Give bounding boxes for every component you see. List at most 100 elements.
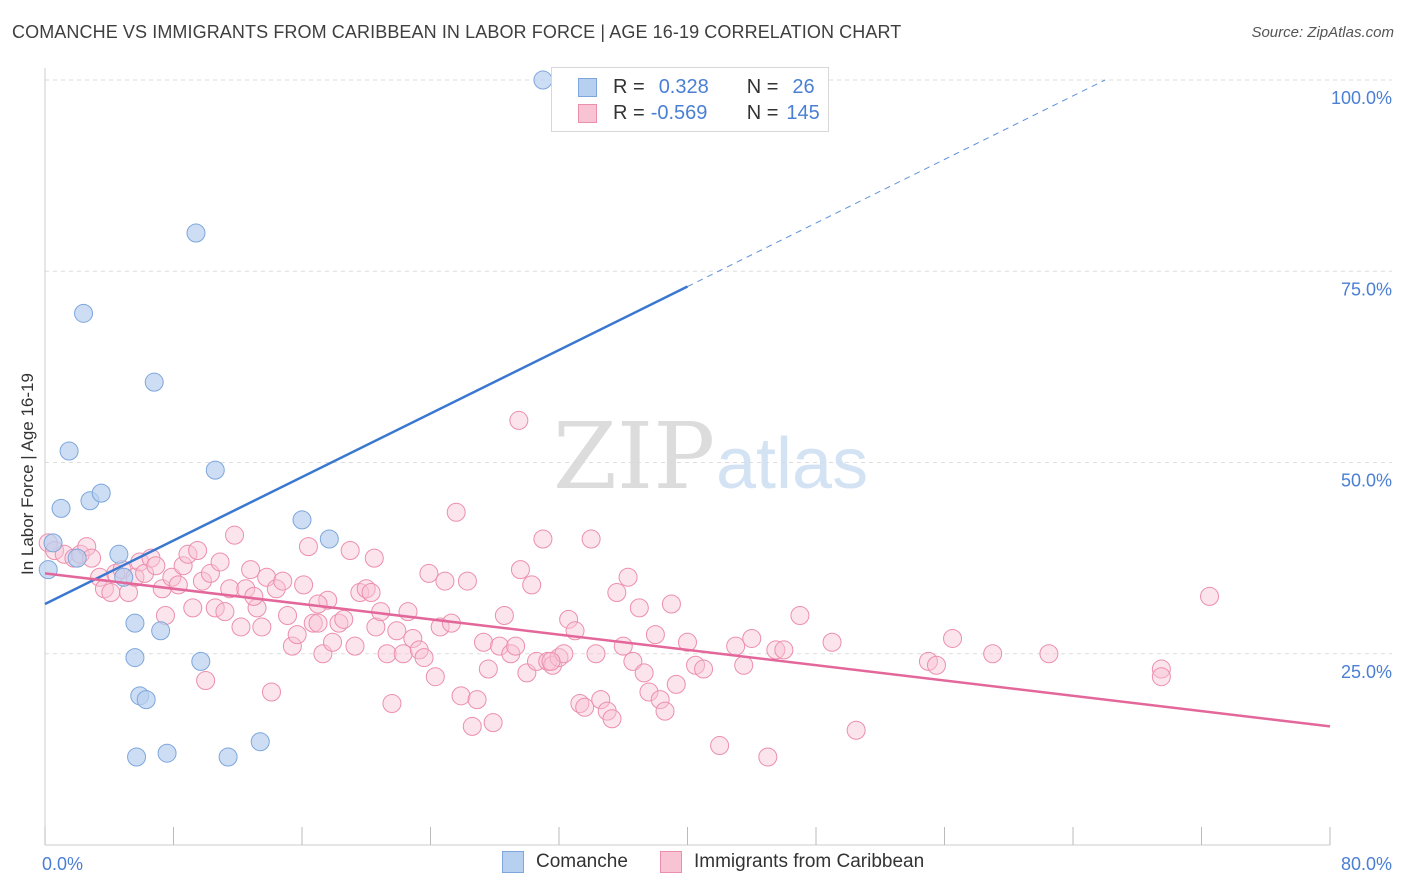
axes <box>44 68 1331 846</box>
data-point-caribbean <box>618 567 638 587</box>
data-point-comanche <box>43 533 63 553</box>
data-point-caribbean <box>178 544 198 564</box>
data-point-caribbean <box>387 621 407 641</box>
data-point-caribbean <box>483 713 503 733</box>
data-point-caribbean <box>742 628 762 648</box>
data-point-caribbean <box>425 667 445 687</box>
data-point-comanche <box>186 223 206 243</box>
data-point-caribbean <box>494 606 514 625</box>
legend-n-value: 145 <box>786 101 820 124</box>
data-point-caribbean <box>1151 667 1171 687</box>
data-point-caribbean <box>278 606 298 625</box>
data-point-caribbean <box>650 690 670 710</box>
data-point-caribbean <box>308 613 328 633</box>
legend-r-value: 0.328 <box>658 75 709 98</box>
data-point-caribbean <box>188 540 208 560</box>
legend-swatch-comanche <box>578 77 597 97</box>
legend-swatch-caribbean <box>660 851 682 873</box>
y-tick-label: 25.0% <box>1341 662 1392 682</box>
trend-line-comanche-extension <box>687 79 1106 287</box>
data-point-caribbean <box>334 609 354 629</box>
y-tick-label: 100.0% <box>1331 88 1392 108</box>
data-point-caribbean <box>575 697 595 717</box>
data-point-caribbean <box>666 674 686 694</box>
x-tick-label: 80.0% <box>1341 854 1392 874</box>
correlation-legend: R = 0.328 N = 26 R = -0.569 N = 145 <box>551 67 829 132</box>
data-point-caribbean <box>943 628 963 648</box>
data-point-comanche <box>38 560 58 580</box>
data-point-caribbean <box>467 690 487 710</box>
data-point-caribbean <box>478 659 498 679</box>
legend-n-value: 26 <box>792 75 815 98</box>
data-point-caribbean <box>192 571 212 591</box>
data-point-caribbean <box>586 644 606 664</box>
data-point-comanche <box>205 460 225 480</box>
legend-label-comanche: Comanche <box>536 851 628 872</box>
data-point-caribbean <box>457 571 477 591</box>
y-axis-label: In Labor Force | Age 16-19 <box>18 373 37 575</box>
data-point-comanche <box>91 483 111 503</box>
data-point-caribbean <box>655 701 675 721</box>
data-point-caribbean <box>446 502 466 522</box>
data-point-caribbean <box>822 632 842 652</box>
data-point-caribbean <box>323 632 343 652</box>
data-point-caribbean <box>231 617 251 637</box>
legend-item-comanche[interactable]: Comanche <box>502 851 628 873</box>
legend-swatch-caribbean <box>578 103 597 123</box>
legend-item-caribbean[interactable]: Immigrants from Caribbean <box>660 851 924 873</box>
data-point-caribbean <box>414 648 434 668</box>
trend-line-caribbean <box>44 572 1331 728</box>
data-point-comanche <box>151 621 171 641</box>
data-point-comanche <box>292 510 312 530</box>
data-point-comanche <box>67 548 87 568</box>
watermark: ZIP atlas <box>553 403 868 510</box>
data-point-caribbean <box>294 575 314 595</box>
data-point-caribbean <box>983 644 1003 664</box>
data-point-caribbean <box>298 537 318 557</box>
data-point-caribbean <box>266 579 286 599</box>
data-point-comanche <box>319 529 339 549</box>
data-point-comanche <box>136 690 156 710</box>
trend-lines <box>44 79 1331 728</box>
data-point-caribbean <box>629 598 649 618</box>
data-point-caribbean <box>366 617 386 637</box>
x-tick-label: 0.0% <box>42 854 83 874</box>
data-point-caribbean <box>273 571 293 591</box>
data-point-comanche <box>51 498 71 518</box>
data-point-caribbean <box>261 682 281 702</box>
data-point-caribbean <box>623 651 643 671</box>
data-point-comanche <box>533 70 553 90</box>
data-point-caribbean <box>639 682 659 702</box>
data-point-comanche <box>144 372 164 392</box>
data-point-caribbean <box>205 598 225 618</box>
trend-line-comanche <box>44 285 689 606</box>
data-point-comanche <box>109 544 129 564</box>
data-point-caribbean <box>419 563 439 583</box>
data-point-comanche <box>59 441 79 461</box>
y-tick-label: 50.0% <box>1341 471 1392 491</box>
data-point-caribbean <box>377 644 397 664</box>
data-point-caribbean <box>527 651 547 671</box>
data-point-caribbean <box>678 632 697 652</box>
data-point-caribbean <box>241 560 261 580</box>
data-point-comanche <box>191 651 211 671</box>
data-point-caribbean <box>506 636 526 656</box>
data-point-caribbean <box>364 548 384 568</box>
data-point-caribbean <box>340 540 360 560</box>
data-point-caribbean <box>252 617 272 637</box>
y-tick-label: 75.0% <box>1341 279 1392 299</box>
watermark-atlas: atlas <box>716 424 868 504</box>
data-point-caribbean <box>661 594 681 614</box>
series-comanche-points <box>38 70 553 767</box>
data-point-caribbean <box>734 655 754 675</box>
data-point-caribbean <box>430 617 450 637</box>
data-point-caribbean <box>474 632 494 652</box>
data-point-caribbean <box>710 736 730 756</box>
data-point-caribbean <box>509 410 529 430</box>
data-point-caribbean <box>1039 644 1059 664</box>
data-point-caribbean <box>361 583 381 603</box>
data-point-caribbean <box>287 625 307 645</box>
data-point-caribbean <box>345 636 365 656</box>
data-point-caribbean <box>926 655 946 675</box>
